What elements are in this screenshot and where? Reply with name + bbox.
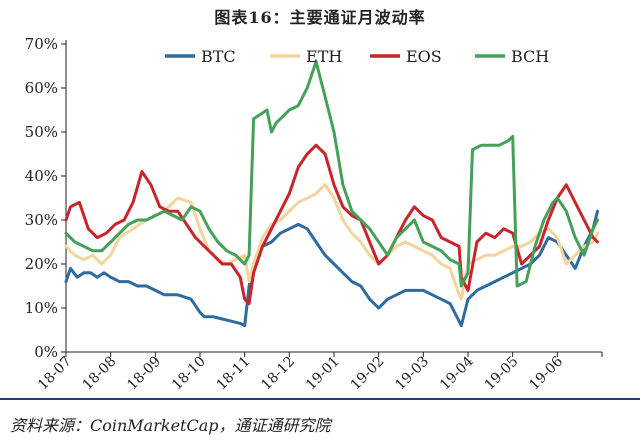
series-line-eos	[64, 143, 599, 306]
x-tick-label: 18-11	[214, 354, 254, 394]
y-tick-label: 50%	[25, 123, 58, 141]
y-tick-label: 0%	[34, 343, 58, 361]
source-divider	[0, 398, 640, 400]
series-line-bch	[64, 60, 599, 288]
series-line-btc	[64, 209, 599, 328]
x-tick-label: 19-05	[482, 354, 522, 394]
legend-label-btc: BTC	[201, 47, 236, 66]
source-note: 资料来源：CoinMarketCap，通证通研究院	[10, 416, 331, 435]
y-tick-label: 10%	[25, 299, 58, 317]
y-tick-label: 60%	[25, 79, 58, 97]
x-tick-label: 18-09	[124, 354, 164, 394]
x-tick-label: 19-04	[437, 353, 477, 393]
x-tick-label: 18-08	[80, 354, 120, 394]
y-tick-label: 70%	[25, 35, 58, 53]
x-tick-label: 18-10	[169, 354, 209, 394]
x-tick-label: 19-01	[303, 354, 343, 394]
x-tick-label: 19-03	[392, 354, 432, 394]
x-tick-label: 19-02	[348, 354, 388, 394]
figure-title: 图表16：主要通证月波动率	[214, 8, 426, 27]
y-tick-label: 40%	[25, 167, 58, 185]
y-tick-label: 20%	[25, 255, 58, 273]
x-tick-label: 19-06	[526, 353, 566, 393]
y-tick-label: 30%	[25, 211, 58, 229]
legend-label-bch: BCH	[511, 47, 549, 66]
x-tick-label: 18-12	[258, 354, 298, 394]
legend-label-eos: EOS	[406, 47, 442, 66]
legend-label-eth: ETH	[306, 47, 342, 66]
